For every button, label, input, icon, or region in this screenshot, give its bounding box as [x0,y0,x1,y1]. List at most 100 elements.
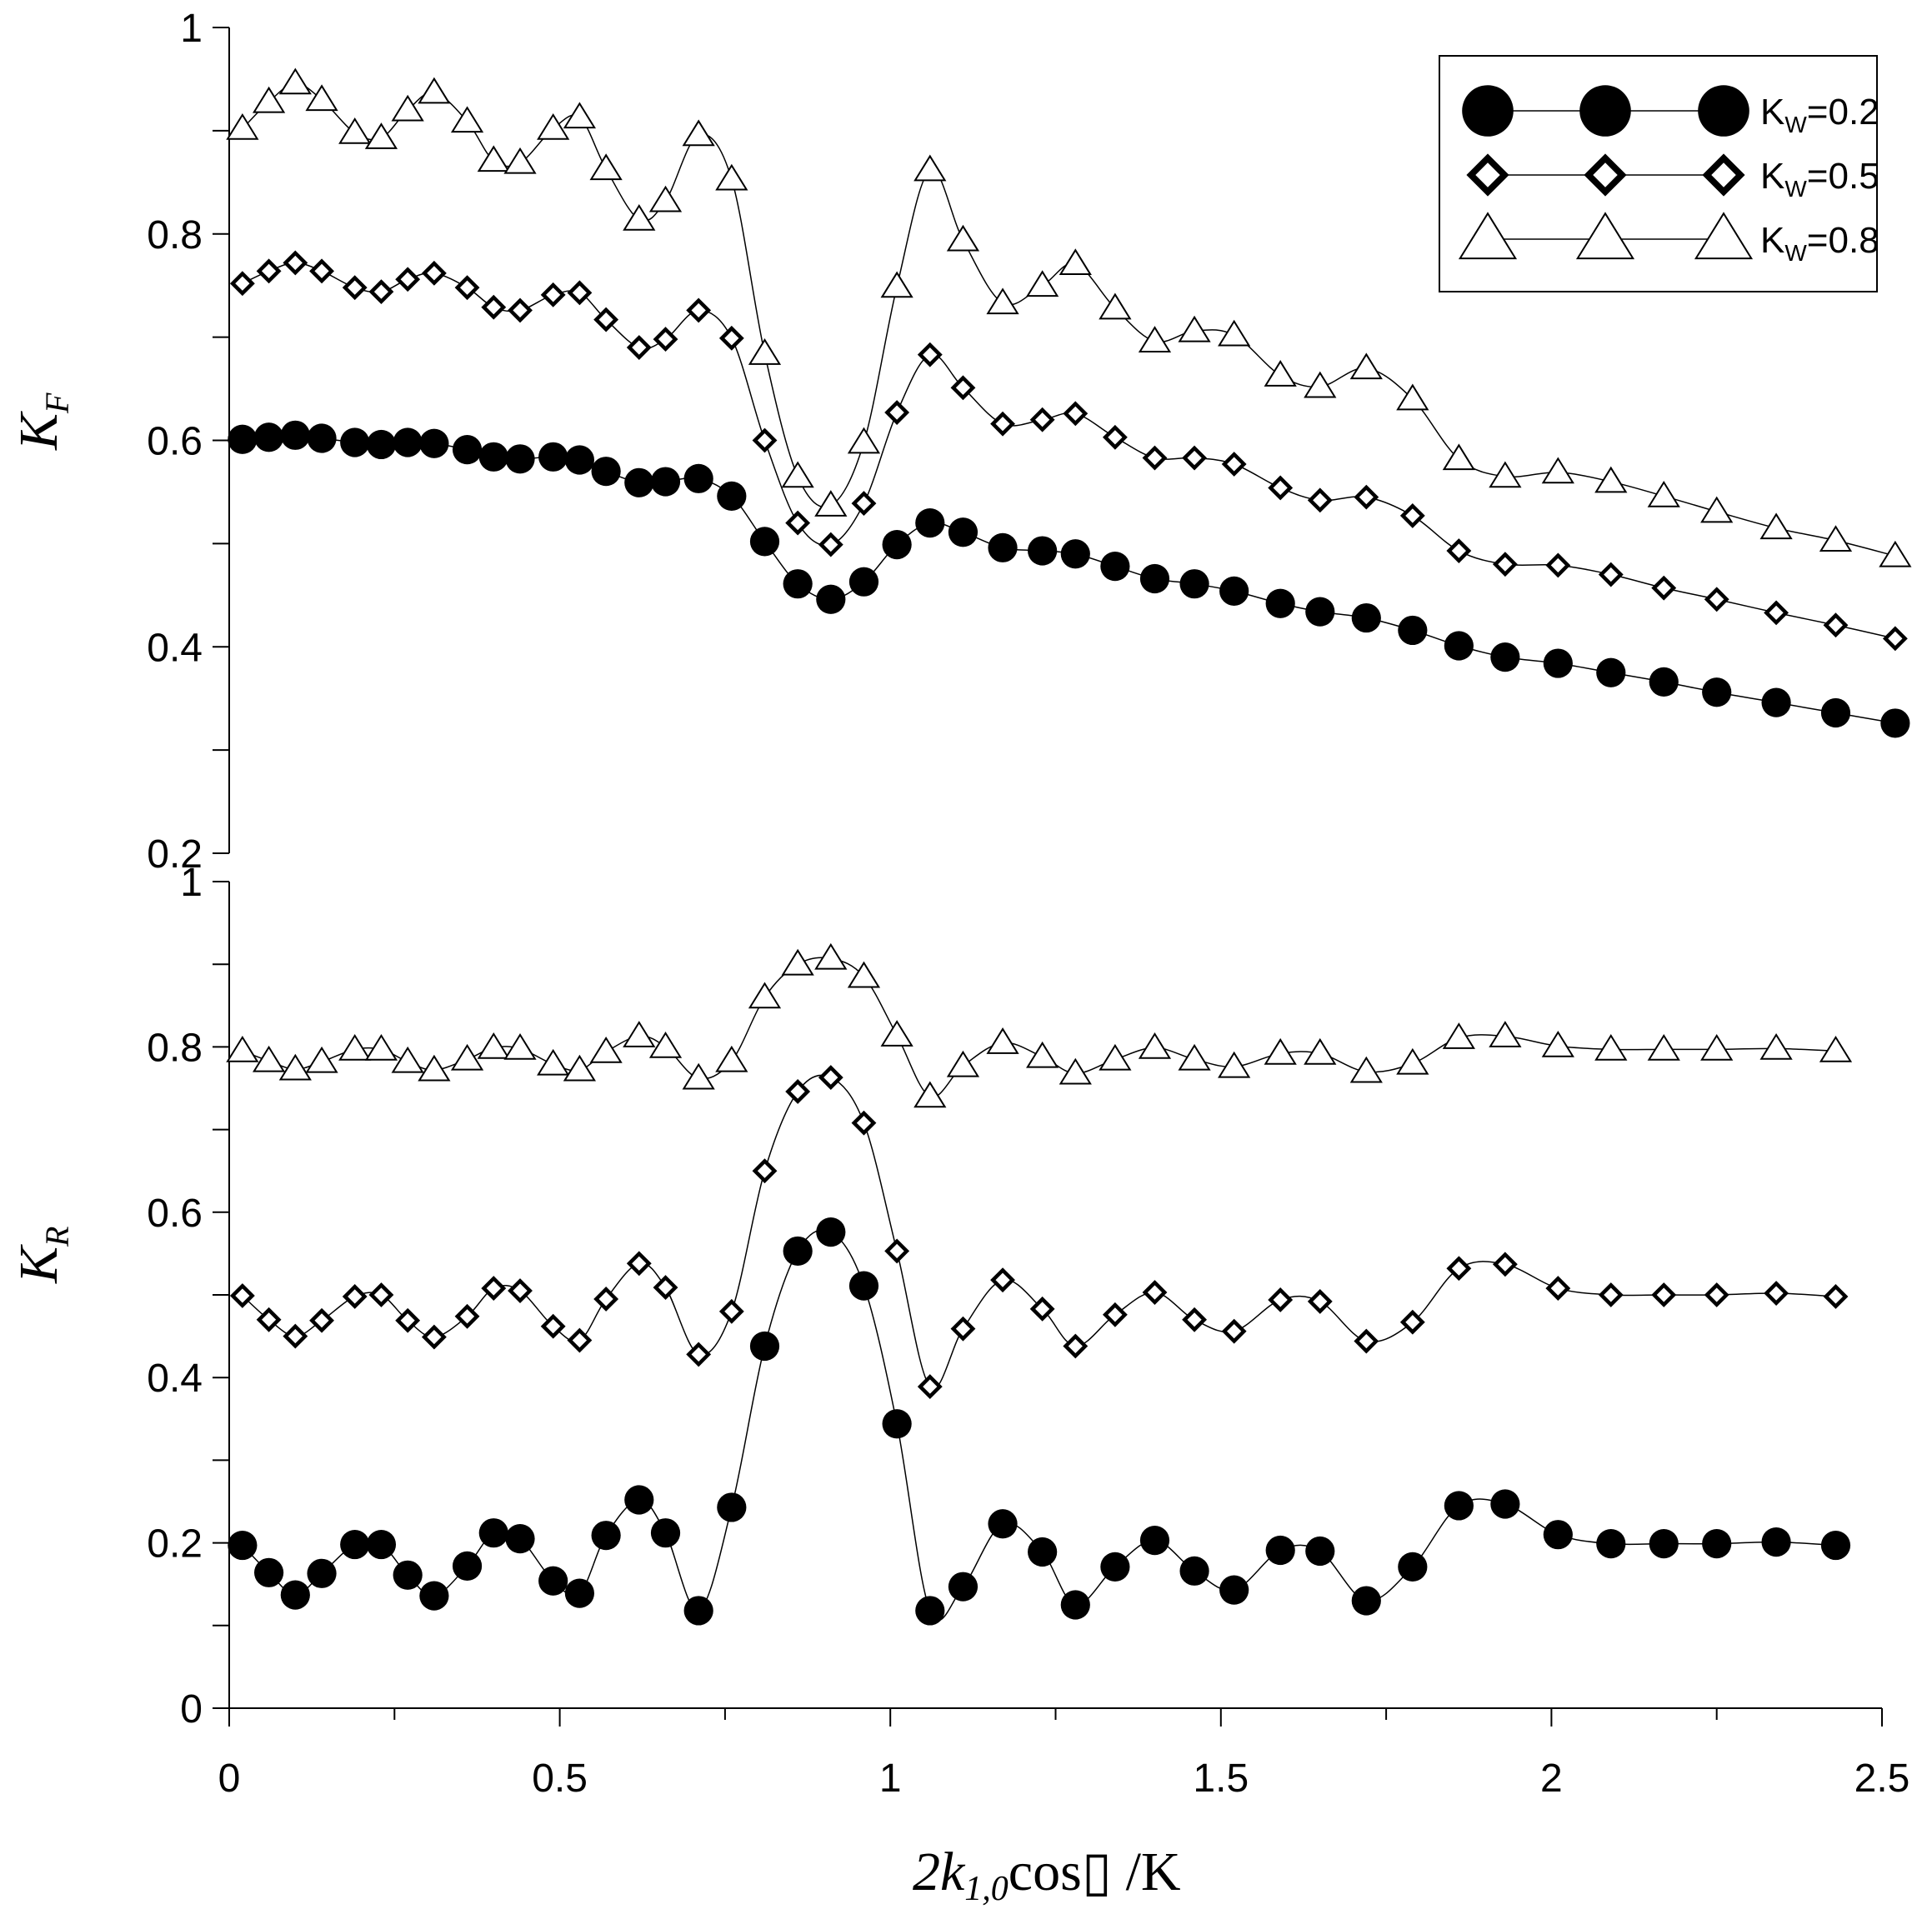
bottom-point-diamond [540,1313,566,1339]
top-point-diamond [1823,612,1849,638]
top-point-triangle [1594,466,1628,493]
bottom-point-triangle [1541,1031,1574,1057]
bottom-point-triangle [418,1054,451,1082]
top-y-tick-label: 0.4 [147,626,203,670]
top-point-diamond [1882,626,1908,652]
bottom-y-tick-label: 0.8 [147,1026,203,1070]
top-point-diamond [917,342,943,367]
top-point-diamond [256,258,282,284]
bottom-point-circle [988,1509,1018,1539]
bottom-point-triangle [1218,1051,1251,1078]
top-point-diamond [950,375,976,401]
bottom-point-circle [393,1560,423,1590]
top-point-triangle [715,163,748,191]
bottom-point-diamond [1598,1282,1624,1307]
top-point-triangle [391,94,424,122]
bottom-point-diamond [508,1278,533,1303]
top-point-triangle [226,112,259,140]
bottom-point-circle [1305,1536,1335,1567]
bottom-point-circle [848,1271,879,1301]
bottom-point-circle [749,1331,780,1362]
top-point-triangle [305,84,338,112]
top-point-diamond [1142,445,1168,471]
top-point-circle [717,481,747,511]
bottom-point-triangle [1759,1032,1793,1060]
bottom-point-triangle [1594,1033,1628,1061]
legend-label-k: K [1760,156,1784,197]
bottom-point-circle [478,1518,508,1548]
top-point-diamond [540,282,566,307]
bottom-point-circle [816,1217,846,1247]
legend-label-sub: W [1784,112,1807,137]
top-point-triangle [503,147,537,174]
bottom-point-triangle [1264,1037,1297,1065]
bottom-series-markers-diamond [229,1065,1849,1400]
top-point-circle [1761,687,1791,717]
bottom-point-diamond [283,1323,308,1349]
top-point-circle [366,429,397,460]
top-point-triangle [814,490,848,517]
bottom-point-triangle [623,1021,656,1047]
top-point-circle [280,420,310,450]
bottom-point-diamond [1545,1276,1571,1301]
bottom-point-diamond [368,1282,394,1307]
top-point-triangle [1541,457,1574,484]
bottom-point-circle [1060,1590,1090,1620]
bottom-y-tick-label: 0.4 [147,1357,203,1401]
top-point-diamond [229,271,255,297]
top-series-markers-circle [228,420,1910,738]
top-point-triangle [364,122,398,149]
x-tick-label: 0 [218,1757,241,1801]
top-point-triangle [946,224,980,252]
top-point-circle [253,422,284,452]
top-point-circle [650,467,681,497]
top-point-triangle [781,461,814,488]
top-point-circle [393,427,423,457]
top-y-tick-label: 0.6 [147,420,203,464]
bottom-point-diamond [421,1324,447,1350]
bottom-point-diamond [1182,1307,1207,1332]
legend-marker-circle [1579,85,1631,137]
bottom-point-circle [452,1551,483,1581]
top-point-triangle [1489,461,1522,488]
bottom-point-circle [591,1521,621,1551]
bottom-point-triangle [278,1053,312,1081]
bottom-point-circle [1265,1535,1295,1566]
top-point-circle [478,442,508,472]
top-point-circle [538,442,568,472]
bottom-point-diamond [395,1307,421,1333]
top-point-circle [816,584,846,614]
top-point-circle [591,457,621,487]
bottom-point-triangle [1304,1037,1337,1065]
bottom-point-diamond [884,1238,910,1264]
top-point-circle [1179,569,1209,599]
bottom-point-triangle [1489,1021,1522,1047]
top-point-triangle [682,119,715,147]
bottom-point-circle [340,1529,370,1560]
bottom-point-diamond [851,1110,877,1136]
bottom-point-circle [1761,1527,1791,1557]
bottom-point-diamond [626,1251,652,1277]
bottom-point-circle [683,1596,713,1626]
legend-marker-diamond [1702,153,1745,197]
top-point-diamond [368,279,394,305]
top-y-tick-label: 1 [180,7,203,51]
top-point-diamond [1102,424,1128,450]
bottom-point-triangle [847,961,881,988]
bottom-point-diamond [1102,1302,1128,1327]
bottom-point-triangle [1647,1033,1680,1061]
bottom-point-diamond [1354,1328,1379,1354]
top-point-triangle [477,145,510,172]
bottom-point-triangle [748,982,782,1009]
bottom-point-triangle [338,1033,372,1061]
top-point-triangle [1759,512,1793,540]
bottom-point-triangle [477,1032,510,1059]
legend: KW=0.2KW=0.5KW=0.8 [1439,55,1879,292]
legend-label: KW=0.8 [1760,220,1879,266]
bottom-point-circle [1596,1528,1626,1559]
top-point-triangle [278,67,312,95]
top-point-circle [505,444,535,474]
top-point-circle [1596,657,1626,687]
top-point-triangle [1304,371,1337,398]
bottom-point-circle [1820,1530,1851,1561]
